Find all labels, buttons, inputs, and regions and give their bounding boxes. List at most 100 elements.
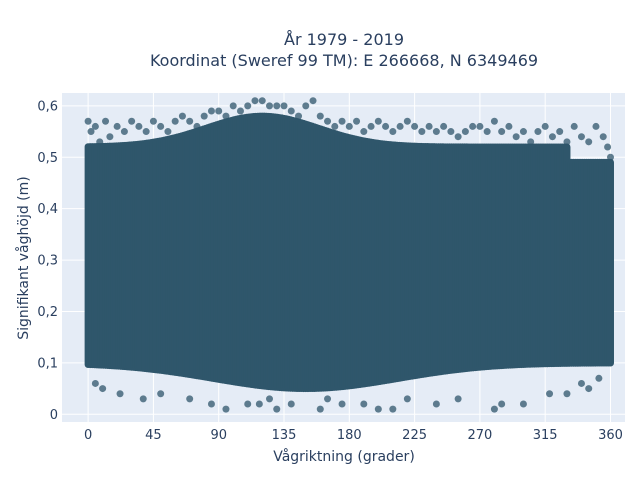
scatter-point [106,133,114,141]
scatter-point [563,138,571,146]
scatter-point [324,395,332,403]
scatter-point [87,128,95,136]
scatter-point [505,122,513,130]
scatter-point [338,400,346,408]
y-tick-label: 0,5 [37,151,58,166]
x-tick-label: 270 [467,428,492,443]
scatter-point [563,390,571,398]
scatter-point [258,97,266,105]
scatter-point [186,395,194,403]
x-tick-label: 180 [337,428,362,443]
x-tick-label: 90 [210,428,227,443]
scatter-point [251,97,259,105]
y-tick-label: 0,3 [37,254,58,269]
scatter-point [541,122,549,130]
scatter-point [331,122,339,130]
scatter-point [606,153,614,161]
scatter-point [353,117,361,125]
scatter-point [142,128,150,136]
scatter-point [548,133,556,141]
scatter-point [432,128,440,136]
scatter-point [476,122,484,130]
y-tick-label: 0 [50,408,58,423]
scatter-point [374,405,382,413]
scatter-point [236,107,244,115]
scatter-point [280,102,288,110]
scatter-point [403,117,411,125]
x-tick-label: 225 [402,428,427,443]
scatter-point [128,117,136,125]
scatter-point [113,122,121,130]
scatter-point [287,107,295,115]
scatter-point [577,379,585,387]
scatter-point [374,117,382,125]
scatter-point [178,112,186,120]
scatter-point [222,405,230,413]
scatter-point [287,400,295,408]
scatter-point [389,128,397,136]
scatter-point [200,112,208,120]
scatter-point [135,122,143,130]
scatter-point [592,122,600,130]
scatter-point [461,128,469,136]
scatter-point [139,395,147,403]
scatter-point [244,102,252,110]
scatter-point [403,395,411,403]
x-tick-label: 45 [145,428,162,443]
scatter-point [418,128,426,136]
scatter-point [519,128,527,136]
scatter-point [382,122,390,130]
scatter-point [360,400,368,408]
scatter-point [229,102,237,110]
scatter-point [411,122,419,130]
y-axis-label: Signifikant våghöjd (m) [15,176,32,339]
scatter-point [96,138,104,146]
scatter-point [91,122,99,130]
scatter-point [149,117,157,125]
scatter-point [265,102,273,110]
scatter-point [102,117,110,125]
scatter-point [316,112,324,120]
scatter-point [99,385,107,393]
scatter-point [570,122,578,130]
scatter-point [490,405,498,413]
scatter-point [440,122,448,130]
scatter-point [447,128,455,136]
scatter-point [367,122,375,130]
scatter-point [360,128,368,136]
scatter-point [498,400,506,408]
scatter-point [556,128,564,136]
scatter-point [454,395,462,403]
scatter-point [244,400,252,408]
scatter-point [396,122,404,130]
scatter-point [324,117,332,125]
scatter-point [157,390,165,398]
scatter-point [84,117,92,125]
scatter-point [295,112,303,120]
scatter-point [193,122,201,130]
scatter-point [91,379,99,387]
chart-title-line-1: År 1979 - 2019 [284,30,404,49]
scatter-point [116,390,124,398]
x-tick-label: 0 [84,428,92,443]
scatter-point [207,107,215,115]
scatter-point [454,133,462,141]
scatter-point [316,405,324,413]
scatter-point [469,122,477,130]
scatter-point [345,122,353,130]
scatter-point [222,112,230,120]
scatter-point [519,400,527,408]
scatter-points [84,97,614,413]
scatter-point [512,133,520,141]
scatter-point [534,128,542,136]
y-tick-label: 0,1 [37,356,58,371]
scatter-point [577,133,585,141]
scatter-point [483,128,491,136]
scatter-point [309,97,317,105]
scatter-point [585,138,593,146]
scatter-point [186,117,194,125]
scatter-point [265,395,273,403]
scatter-point [599,133,607,141]
scatter-point [171,117,179,125]
